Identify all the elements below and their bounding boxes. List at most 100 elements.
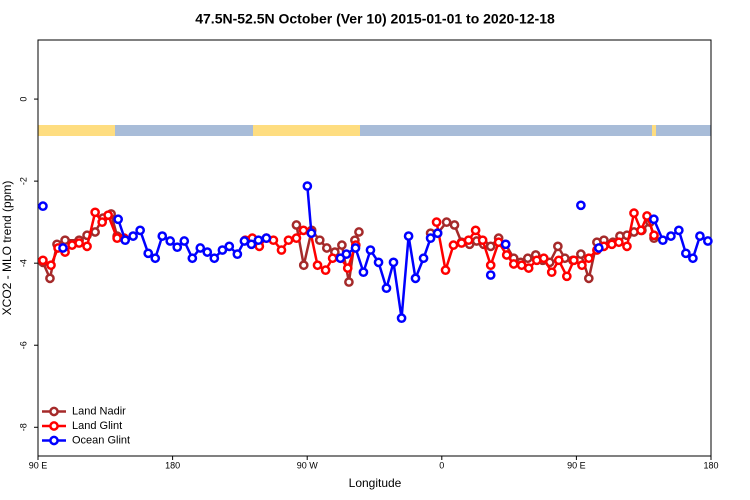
point [97,217,108,228]
point [283,235,294,246]
point [673,225,684,236]
point [381,283,392,294]
point [157,231,168,241]
point [365,245,376,255]
point [432,228,443,239]
point [246,239,257,250]
land-strip [38,125,115,136]
point [291,220,302,230]
point [58,243,68,253]
y-tick-label: -4 [18,259,28,267]
x-tick-label: 90 W [297,460,319,470]
point [681,248,691,259]
point [569,255,579,266]
point [60,235,70,246]
point [179,236,190,246]
point [165,236,176,246]
point [561,271,572,282]
point [90,227,100,237]
y-tick-label: -6 [18,341,28,349]
point [538,253,549,264]
point [410,273,421,284]
y-tick-label: -8 [18,423,28,431]
point [321,243,332,253]
point [523,263,534,273]
point [46,260,56,271]
x-tick-label: 90 E [29,460,48,470]
point [344,277,354,287]
point [522,253,533,264]
point [113,214,124,225]
land-strip [253,125,360,136]
point [291,233,302,244]
point [388,257,399,268]
point [440,265,451,276]
point [298,260,309,271]
ocean-strip [360,125,652,136]
point [341,249,352,260]
y-tick-label: -2 [18,177,28,185]
ocean-strip [656,125,711,136]
point [501,250,512,260]
point [103,210,113,221]
surface-strip [38,125,711,136]
point [312,260,323,271]
point [463,235,474,246]
point [614,237,624,248]
point [172,242,183,253]
point [477,235,488,246]
point [342,263,353,273]
point [306,228,317,239]
point [508,259,519,269]
point [373,257,384,268]
point [209,253,220,264]
point [695,231,705,241]
point [577,260,587,271]
point [425,233,436,244]
point [688,253,698,264]
point [120,235,131,246]
point [358,267,369,278]
point [622,241,632,252]
point [576,249,586,260]
point [314,235,325,246]
point [261,233,272,244]
point [38,255,48,266]
point [470,225,481,236]
point [418,253,429,264]
point [302,181,313,191]
x-tick-label: 180 [165,460,180,470]
point [553,241,563,252]
point [128,231,138,241]
point [187,253,198,264]
point [593,243,604,253]
point [649,230,659,241]
point [636,225,646,236]
point [629,208,639,218]
point [553,255,564,266]
point [90,207,100,218]
point [583,253,594,264]
legend-swatch-marker [49,406,59,417]
point [354,227,364,237]
x-axis-title: Longitude [349,476,402,490]
point [431,217,442,228]
point [546,267,557,278]
legend-swatch-marker [49,421,59,431]
point [253,235,264,246]
x-tick-label: 180 [703,460,718,470]
point [396,313,407,324]
point [276,245,287,255]
point [135,225,145,236]
point [224,241,235,252]
ocean-strip [115,125,253,136]
point [403,231,414,241]
y-tick-label: 0 [18,97,28,102]
point [195,243,206,253]
point [666,231,676,241]
point [485,241,496,252]
point [583,273,594,284]
point [150,253,161,264]
